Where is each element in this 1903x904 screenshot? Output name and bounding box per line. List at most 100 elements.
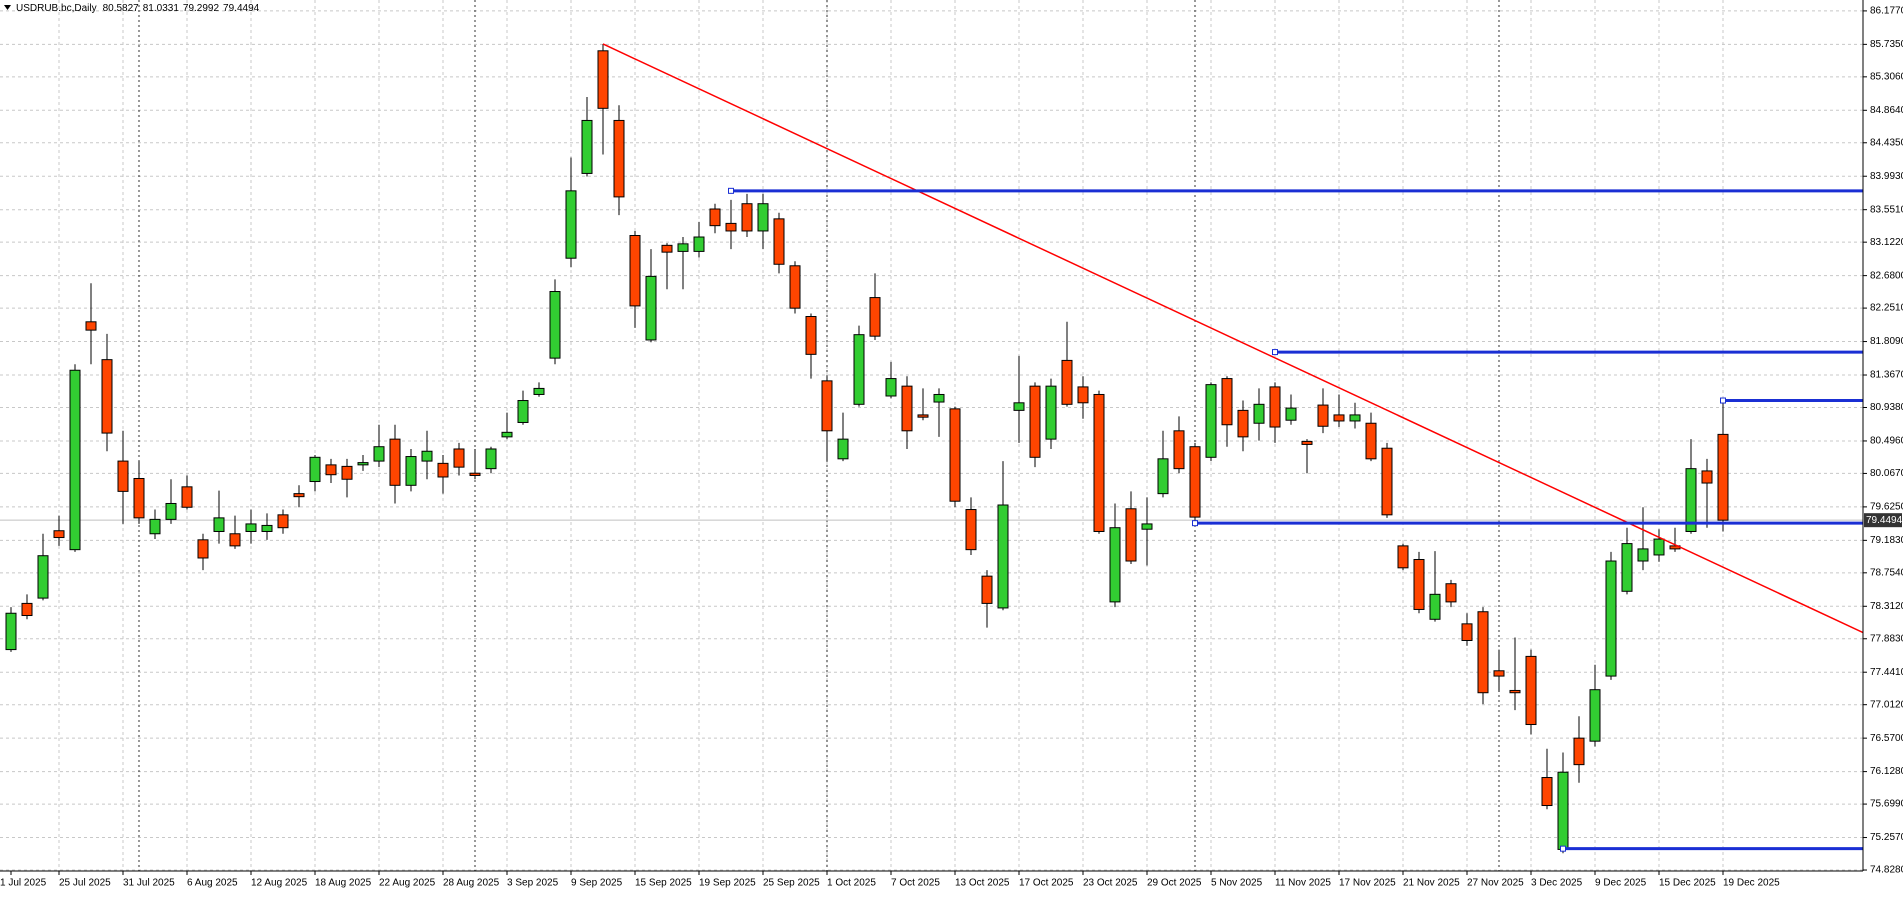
level-handle <box>728 187 734 194</box>
candle-body <box>1573 737 1585 766</box>
y-tick-label: 77.0120 <box>1870 699 1903 710</box>
price-label: 79.4494 <box>1866 515 1903 526</box>
y-tick-label: 78.3120 <box>1870 601 1903 612</box>
candle-body <box>1525 655 1537 726</box>
x-tick-label: 25 Sep 2025 <box>763 878 820 889</box>
level-handle <box>1560 845 1566 852</box>
candle-body <box>37 555 49 599</box>
x-tick-label: 11 Nov 2025 <box>1275 878 1331 889</box>
x-tick-label: 27 Nov 2025 <box>1467 878 1524 889</box>
x-tick-label: 13 Oct 2025 <box>955 878 1010 889</box>
x-tick-label: 3 Dec 2025 <box>1531 878 1583 889</box>
candle-body <box>613 119 625 198</box>
trendline <box>602 43 1863 634</box>
candle-body <box>1365 422 1377 460</box>
y-tick-label: 80.9380 <box>1870 402 1903 413</box>
candle-body <box>933 393 945 403</box>
open-value: 80.5827 <box>103 3 140 14</box>
candle-body <box>1125 508 1137 562</box>
x-tick-label: 31 Jul 2025 <box>123 878 175 889</box>
high-value: 81.0331 <box>143 3 180 14</box>
candle-body <box>1061 359 1073 405</box>
x-tick-label: 1 Oct 2025 <box>827 878 876 889</box>
candle-body <box>357 462 369 466</box>
candle-body <box>53 530 65 539</box>
candle-body <box>261 524 273 532</box>
y-tick-label: 79.6250 <box>1870 502 1903 513</box>
y-tick-label: 82.2510 <box>1870 303 1903 314</box>
candle-body <box>965 509 977 551</box>
candle-body <box>1381 447 1393 516</box>
x-tick-label: 25 Jul 2025 <box>59 878 111 889</box>
candle-body <box>1429 593 1441 620</box>
candle-body <box>101 359 113 434</box>
candle-body <box>837 438 849 460</box>
candle-body <box>565 190 577 259</box>
candle-body <box>1701 470 1713 484</box>
x-tick-label: 3 Sep 2025 <box>507 878 559 889</box>
candle-body <box>533 387 545 395</box>
x-tick-label: 5 Nov 2025 <box>1211 878 1263 889</box>
candle-body <box>853 334 865 405</box>
candle-body <box>1173 430 1185 470</box>
x-tick-label: 23 Oct 2025 <box>1083 878 1138 889</box>
candle-body <box>181 486 193 508</box>
candle-body <box>693 236 705 252</box>
y-tick-label: 81.8090 <box>1870 336 1903 347</box>
candle-body <box>597 50 609 109</box>
candle-body <box>1621 543 1633 592</box>
candle-body <box>517 400 529 423</box>
candle-body <box>1717 433 1729 521</box>
candle-body <box>1221 378 1233 426</box>
candle-body <box>1205 384 1217 458</box>
y-tick-label: 85.7350 <box>1870 39 1903 50</box>
candle-body <box>469 472 481 476</box>
candle-body <box>1397 545 1409 569</box>
y-tick-label: 75.6990 <box>1870 799 1903 810</box>
x-tick-label: 9 Sep 2025 <box>571 878 623 889</box>
candle-body <box>901 385 913 432</box>
candle-body <box>1141 523 1153 530</box>
candle-body <box>389 438 401 486</box>
level-handle <box>1272 349 1278 356</box>
y-tick-label: 80.4960 <box>1870 436 1903 447</box>
candle-body <box>1541 777 1553 807</box>
candle-body <box>581 119 593 174</box>
x-tick-label: 6 Aug 2025 <box>187 878 238 889</box>
candle-body <box>1413 558 1425 610</box>
candle-body <box>1349 414 1361 422</box>
x-tick-label: 17 Oct 2025 <box>1019 878 1074 889</box>
candle-body <box>741 203 753 232</box>
level-handle <box>1720 397 1726 404</box>
y-tick-label: 80.0670 <box>1870 468 1903 479</box>
y-tick-label: 77.4410 <box>1870 667 1903 678</box>
candle-body <box>1317 404 1329 427</box>
candle-body <box>1269 386 1281 428</box>
candle-body <box>117 460 129 492</box>
candle-body <box>773 218 785 265</box>
low-value: 79.2992 <box>183 3 220 14</box>
x-tick-label: 18 Aug 2025 <box>315 878 372 889</box>
y-tick-label: 74.8280 <box>1870 865 1903 876</box>
chart-header: USDRUB.bc,Daily 80.5827 81.0331 79.2992 79.4… <box>16 3 260 14</box>
candle-body <box>165 502 177 520</box>
y-tick-label: 78.7540 <box>1870 567 1903 578</box>
price-label-box <box>1864 513 1902 528</box>
x-tick-label: 1 Jul 2025 <box>0 878 47 889</box>
y-tick-label: 83.9930 <box>1870 171 1903 182</box>
y-tick-label: 82.6800 <box>1870 270 1903 281</box>
candle-body <box>485 448 497 470</box>
candle-body <box>421 450 433 462</box>
x-tick-label: 22 Aug 2025 <box>379 878 436 889</box>
menu-triangle[interactable] <box>4 5 11 10</box>
candle-body <box>1285 407 1297 421</box>
candle-body <box>1301 440 1313 445</box>
candle-body <box>1253 403 1265 424</box>
candle-body <box>1189 446 1201 518</box>
x-tick-label: 15 Dec 2025 <box>1659 878 1716 889</box>
candle-body <box>821 380 833 432</box>
candle-body <box>325 464 337 476</box>
candle-body <box>197 539 209 559</box>
